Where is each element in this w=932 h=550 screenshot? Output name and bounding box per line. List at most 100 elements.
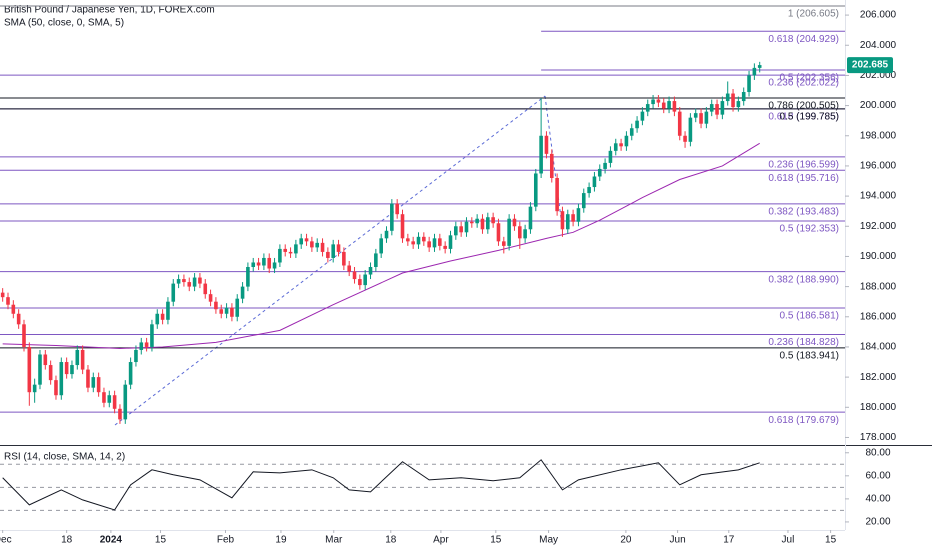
x-tick-label: 18 [385, 535, 397, 546]
candle-body [400, 214, 405, 239]
candle-body [54, 380, 58, 396]
candle-body [406, 238, 410, 242]
y-tick-label: 182.000 [860, 372, 897, 383]
candle-body [64, 362, 69, 375]
y-tick-label: 202.000 [860, 70, 897, 81]
candle-body [235, 298, 240, 317]
candle-body [411, 241, 415, 245]
candle-body [720, 101, 725, 115]
candle-body [560, 211, 565, 230]
x-tick-label: 18 [61, 535, 73, 546]
candle-body [118, 408, 122, 420]
candle-body [294, 244, 298, 254]
candle-body [224, 307, 229, 314]
candle-body [517, 226, 522, 239]
y-tick-label: 204.000 [860, 40, 897, 51]
fib-level-label: 0.5 (186.581) [780, 311, 840, 322]
candle-body [347, 265, 351, 272]
candle-body [629, 128, 634, 136]
candle-body [75, 349, 80, 366]
fib-level-label: 0.5 (183.941) [780, 350, 840, 361]
candle-body [198, 277, 202, 284]
candle-body [592, 176, 597, 188]
fib-level-label: 0.618 (199.785) [768, 111, 839, 122]
x-tick-label: Apr [433, 535, 449, 546]
chart-title: British Pound / Japanese Yen, 1D, FOREX.… [4, 5, 215, 16]
last-price-label: 202.685 [852, 60, 889, 71]
fib-level-label: 0.5 (192.353) [780, 224, 840, 235]
y-tick-label: 60.00 [865, 470, 890, 481]
indicator-label: RSI (14, close, SMA, 14, 2) [4, 452, 125, 463]
candle-body [533, 173, 538, 207]
x-tick-label: Mar [325, 535, 343, 546]
candle-body [448, 235, 453, 249]
candle-body [134, 349, 138, 363]
candle-body [507, 218, 511, 246]
candle-body [693, 113, 698, 118]
candle-body [443, 245, 447, 249]
candle-body [470, 221, 474, 224]
candle-body [491, 217, 495, 224]
fib-level-label: 0.236 (202.022) [768, 78, 839, 89]
candle-body [102, 392, 106, 403]
candle-body [432, 238, 437, 248]
x-tick-label: May [539, 535, 558, 546]
fib-level-label: 0.382 (193.483) [768, 207, 839, 218]
indicator-label: SMA (50, close, 0, SMA, 5) [4, 18, 124, 29]
candle-body [416, 236, 421, 245]
candle-body [336, 244, 341, 252]
candle-body [70, 365, 74, 375]
candle-body [475, 218, 479, 224]
candle-body [320, 242, 325, 252]
x-tick-label: 15 [155, 535, 167, 546]
candle-body [677, 111, 682, 136]
candle-body [379, 238, 383, 254]
x-tick-label: Feb [217, 535, 235, 546]
candle-body [155, 313, 160, 325]
candle-body [150, 324, 154, 347]
x-tick-label: Jul [782, 535, 795, 546]
y-tick-label: 184.000 [860, 342, 897, 353]
candle-body [187, 282, 192, 287]
candle-body [688, 117, 693, 142]
candle-body [715, 104, 719, 115]
candle-body [299, 238, 304, 245]
candle-body [256, 262, 261, 266]
candle-body [6, 297, 10, 305]
candle-body [672, 101, 677, 112]
fib-level-label: 1 (206.605) [788, 9, 839, 20]
candle-body [310, 241, 314, 248]
candle-body [651, 99, 655, 105]
candle-body [581, 193, 586, 209]
candle-body [48, 365, 53, 381]
candle-body [203, 283, 208, 295]
candle-body [112, 395, 117, 409]
candle-body [182, 279, 186, 283]
candle-body [523, 229, 527, 239]
candle-body [144, 342, 149, 347]
candle-body [230, 307, 234, 317]
candle-body [0, 292, 5, 298]
candle-body [166, 301, 170, 320]
fib-level-label: 0.236 (184.828) [768, 337, 839, 348]
candle-body [246, 267, 250, 287]
candle-body [645, 104, 650, 112]
candle-body [342, 251, 346, 266]
candle-body [283, 248, 288, 252]
candle-body [549, 153, 554, 178]
y-tick-label: 80.00 [865, 447, 890, 458]
candle-body [278, 248, 282, 263]
candle-body [576, 208, 581, 222]
fib-level-label: 0.618 (204.929) [768, 34, 839, 45]
candle-body [326, 251, 330, 258]
candle-body [352, 271, 357, 280]
x-tick-label: 19 [275, 535, 287, 546]
candle-body [480, 218, 485, 230]
candle-body [315, 242, 320, 248]
candle-body [757, 65, 762, 68]
candle-body [624, 135, 629, 147]
candle-body [608, 150, 613, 163]
candle-body [43, 354, 48, 366]
candle-body [59, 362, 64, 396]
